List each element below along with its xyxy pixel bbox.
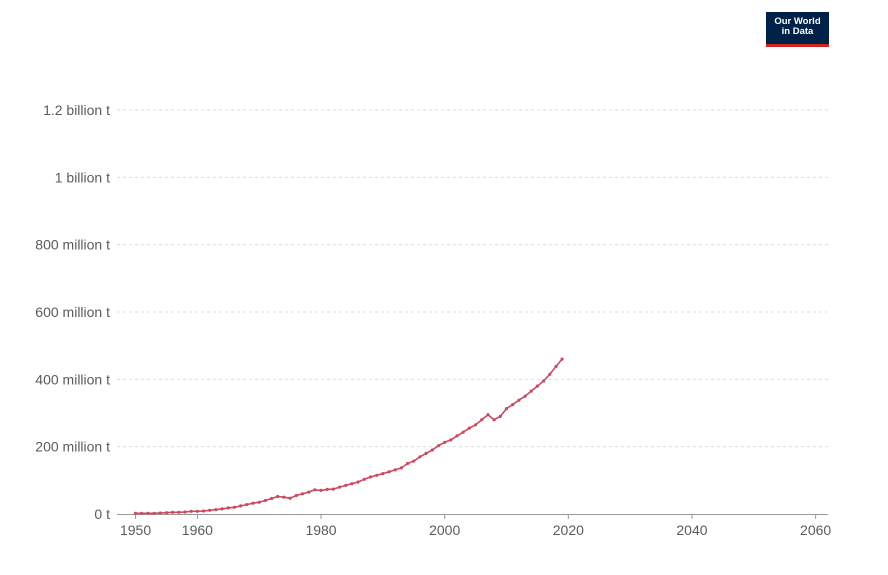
data-point[interactable] (251, 501, 255, 505)
data-point[interactable] (548, 372, 552, 376)
data-point[interactable] (344, 483, 348, 487)
data-point[interactable] (331, 487, 335, 491)
data-point[interactable] (276, 494, 280, 499)
x-tick-label: 2000 (429, 522, 460, 538)
data-point[interactable] (208, 508, 212, 512)
data-point[interactable] (307, 490, 311, 494)
data-point[interactable] (270, 496, 274, 501)
gridlines (117, 109, 828, 448)
series-line-group (135, 358, 563, 515)
data-point[interactable] (486, 413, 490, 417)
y-tick-label: 1 billion t (55, 169, 110, 185)
logo-line-1: Our World (774, 16, 821, 27)
x-tick-label: 2020 (553, 522, 584, 538)
data-point[interactable] (461, 430, 465, 434)
x-tick-label: 1960 (182, 522, 213, 538)
data-point[interactable] (282, 495, 286, 499)
data-point[interactable] (399, 466, 403, 470)
data-point[interactable] (257, 500, 261, 504)
data-point[interactable] (449, 438, 453, 442)
data-point[interactable] (214, 508, 218, 512)
data-point[interactable] (418, 455, 422, 459)
y-tick-label: 800 million t (35, 237, 110, 253)
data-point[interactable] (177, 510, 181, 514)
data-point[interactable] (480, 418, 484, 422)
data-point[interactable] (164, 511, 169, 515)
data-point[interactable] (350, 482, 354, 486)
data-point[interactable] (294, 493, 298, 498)
data-point[interactable] (140, 511, 144, 515)
data-point[interactable] (535, 384, 540, 388)
data-point[interactable] (263, 498, 267, 503)
data-point[interactable] (387, 470, 391, 474)
data-point[interactable] (146, 511, 150, 515)
y-axis-labels: 0 t 200 million t 400 million t 600 million… (35, 102, 110, 522)
data-point[interactable] (288, 496, 292, 500)
data-point[interactable] (313, 488, 317, 492)
data-point[interactable] (504, 407, 509, 411)
data-point[interactable] (239, 504, 243, 508)
data-point[interactable] (498, 414, 502, 418)
data-point[interactable] (158, 511, 162, 515)
y-tick-label: 600 million t (35, 304, 110, 320)
data-point[interactable] (511, 403, 515, 407)
data-point[interactable] (406, 461, 410, 466)
data-point[interactable] (338, 485, 342, 489)
x-tick-label: 1950 (120, 522, 151, 538)
data-point[interactable] (226, 506, 230, 510)
data-point[interactable] (523, 394, 527, 398)
data-point[interactable] (325, 487, 329, 491)
data-point[interactable] (424, 451, 428, 455)
series-line[interactable] (135, 358, 563, 515)
data-point[interactable] (443, 440, 447, 444)
data-point[interactable] (220, 507, 224, 511)
x-axis: 1950 1960 1980 2000 2020 2040 2060 (117, 514, 831, 538)
data-point[interactable] (300, 492, 305, 496)
data-point[interactable] (436, 444, 441, 448)
data-point[interactable] (368, 475, 373, 479)
data-point[interactable] (375, 473, 379, 477)
x-tick-label: 2040 (676, 522, 707, 538)
data-point[interactable] (393, 468, 397, 472)
data-point[interactable] (195, 509, 199, 513)
data-point[interactable] (542, 379, 546, 383)
data-point[interactable] (232, 505, 237, 509)
data-point[interactable] (430, 448, 434, 452)
x-tick-label: 2060 (800, 522, 831, 538)
series-points-group (133, 357, 564, 515)
data-point[interactable] (467, 426, 471, 430)
data-point[interactable] (202, 509, 206, 513)
data-point[interactable] (362, 477, 366, 481)
data-point[interactable] (455, 434, 459, 438)
data-point[interactable] (474, 423, 478, 427)
y-tick-label: 0 t (94, 506, 110, 522)
data-point[interactable] (245, 503, 249, 507)
data-point[interactable] (152, 511, 156, 515)
logo-line-2: in Data (781, 26, 814, 37)
data-point[interactable] (412, 459, 416, 463)
data-point[interactable] (492, 418, 496, 422)
data-point[interactable] (560, 357, 564, 361)
data-point[interactable] (381, 472, 385, 476)
data-point[interactable] (133, 511, 138, 515)
y-tick-label: 1.2 billion t (43, 102, 110, 118)
y-tick-label: 400 million t (35, 371, 110, 387)
data-point[interactable] (517, 398, 521, 402)
data-point[interactable] (529, 389, 533, 393)
data-point[interactable] (171, 510, 175, 514)
data-point[interactable] (183, 510, 187, 514)
our-world-in-data-logo[interactable]: Our World in Data (766, 12, 829, 47)
data-point[interactable] (319, 488, 323, 492)
x-tick-label: 1980 (305, 522, 336, 538)
y-tick-label: 200 million t (35, 439, 110, 455)
data-point[interactable] (554, 364, 558, 369)
data-point[interactable] (356, 480, 360, 484)
data-point[interactable] (189, 509, 193, 513)
